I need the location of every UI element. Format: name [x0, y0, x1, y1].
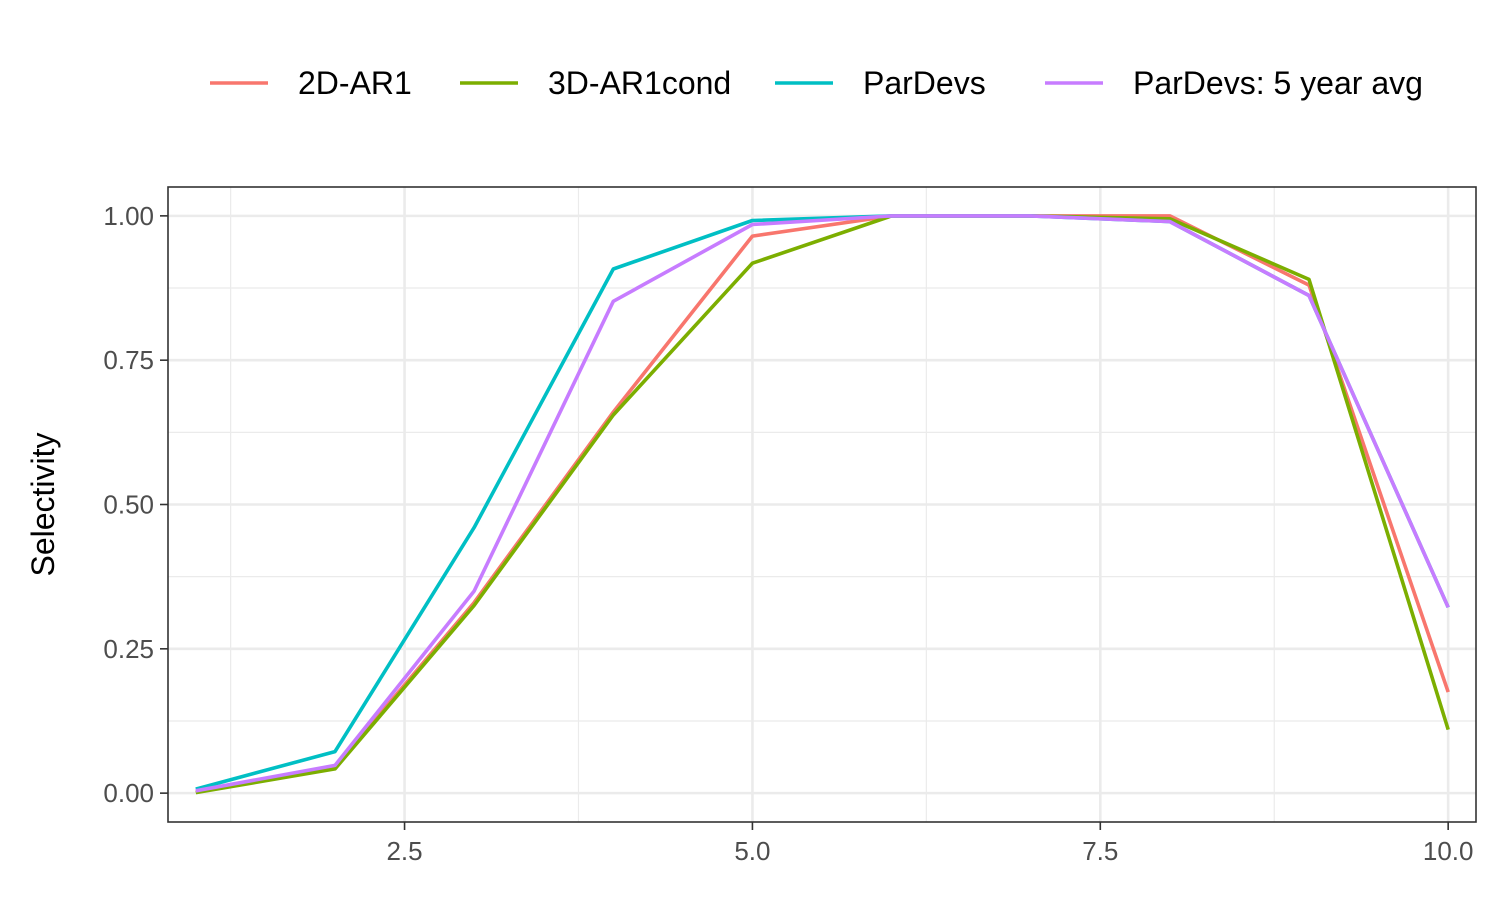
- y-tick-label: 0.00: [103, 778, 154, 808]
- legend-label-3: ParDevs: [863, 65, 986, 101]
- major-gridlines: [168, 187, 1476, 822]
- series-line-4: [195, 214, 1450, 793]
- x-tick-label: 10.0: [1423, 836, 1474, 866]
- legend-label-4: ParDevs: 5 year avg: [1133, 65, 1423, 101]
- legend: 2D-AR1 3D-AR1cond ParDevs ParDevs: 5 year a…: [210, 65, 1423, 101]
- series-lines: [195, 214, 1450, 795]
- series-line-2: [195, 214, 1450, 795]
- y-tick-label: 1.00: [103, 201, 154, 231]
- y-axis-title: Selectivity: [25, 432, 61, 576]
- x-tick-label: 7.5: [1082, 836, 1118, 866]
- minor-gridlines: [168, 187, 1476, 822]
- y-tick-label: 0.25: [103, 634, 154, 664]
- x-axis: 2.5 5.0 7.5 10.0: [386, 822, 1473, 866]
- x-tick-label: 5.0: [734, 836, 770, 866]
- legend-label-2: 3D-AR1cond: [548, 65, 731, 101]
- x-tick-label: 2.5: [386, 836, 422, 866]
- y-axis: 0.00 0.25 0.50 0.75 1.00: [103, 201, 168, 808]
- y-tick-label: 0.50: [103, 490, 154, 520]
- legend-label-1: 2D-AR1: [298, 65, 412, 101]
- y-tick-label: 0.75: [103, 345, 154, 375]
